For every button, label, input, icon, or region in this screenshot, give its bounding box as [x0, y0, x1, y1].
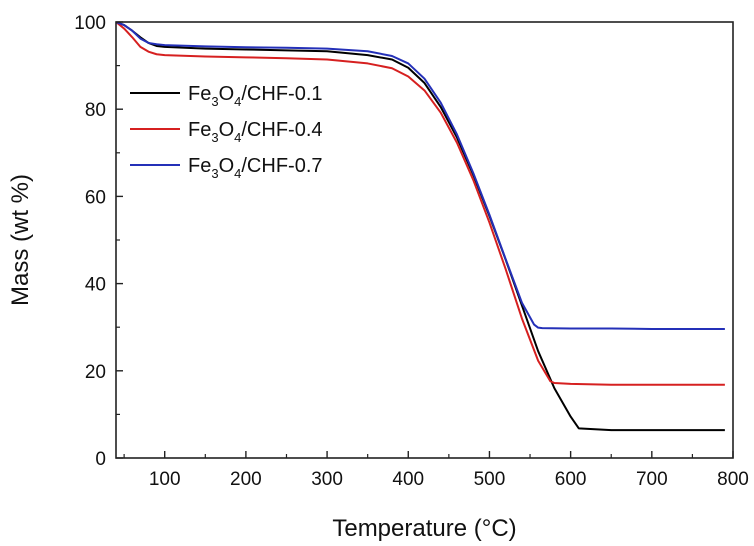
- x-axis: 100 200 300 400 500 600 700 800: [123, 451, 749, 490]
- y-axis-title: Mass (wt %): [7, 174, 34, 306]
- legend-label-3: Fe3O4/CHF-0.7: [188, 155, 323, 181]
- y-tick-label: 100: [74, 13, 106, 34]
- y-tick-label: 40: [85, 275, 106, 296]
- series-layer: [116, 22, 725, 432]
- x-tick-label: 400: [392, 469, 424, 490]
- y-tick-label: 0: [95, 449, 106, 470]
- series-line-2: [116, 22, 725, 386]
- x-tick-label: 200: [230, 469, 262, 490]
- x-tick-label: 800: [717, 469, 749, 490]
- y-tick-label: 20: [85, 362, 106, 383]
- x-tick-label: 500: [474, 469, 506, 490]
- y-axis: 0 20 40 60 80 100: [74, 13, 123, 470]
- x-tick-label: 600: [555, 469, 587, 490]
- x-axis-title: Temperature (°C): [332, 515, 516, 542]
- series-line-1: [116, 22, 725, 432]
- legend: Fe3O4/CHF-0.1 Fe3O4/CHF-0.4 Fe3O4/CHF-0.7: [130, 83, 323, 181]
- x-tick-label: 300: [311, 469, 343, 490]
- legend-label-1: Fe3O4/CHF-0.1: [188, 83, 323, 109]
- legend-label-2: Fe3O4/CHF-0.4: [188, 119, 323, 145]
- series-line-3: [116, 22, 725, 330]
- y-tick-label: 60: [85, 187, 106, 208]
- x-tick-label: 100: [149, 469, 181, 490]
- x-tick-label: 700: [636, 469, 668, 490]
- y-tick-label: 80: [85, 100, 106, 121]
